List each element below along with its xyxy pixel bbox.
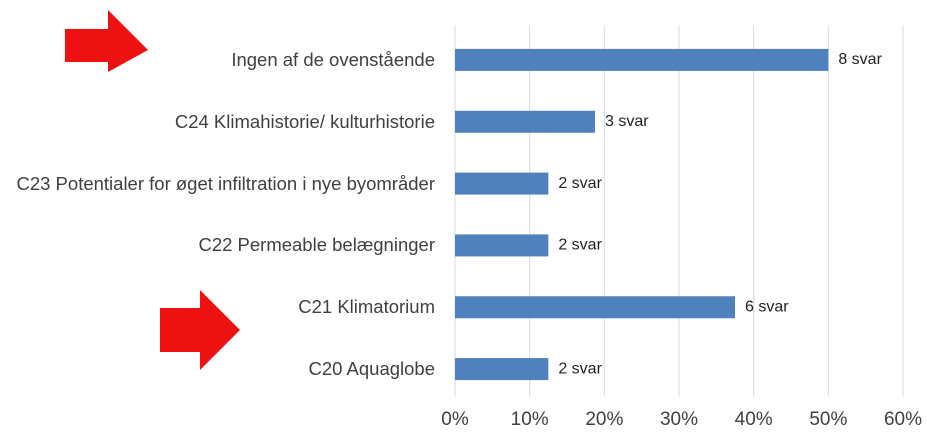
bar [455, 358, 549, 381]
x-tick-label: 10% [511, 409, 549, 430]
x-tick-label: 30% [660, 409, 698, 430]
bar [455, 296, 735, 319]
x-tick-label: 40% [735, 409, 773, 430]
category-label: C20 Aquaglobe [308, 358, 435, 380]
value-label: 8 svar [838, 51, 882, 68]
category-label: C22 Permeable belægninger [198, 234, 435, 256]
category-label-box: C24 Klimahistorie/ kulturhistorie [175, 110, 435, 134]
x-tick-label: 60% [884, 409, 922, 430]
category-label: C24 Klimahistorie/ kulturhistorie [174, 110, 435, 132]
value-label: 2 svar [558, 175, 602, 192]
red-arrow [65, 10, 148, 72]
bar [455, 234, 549, 257]
category-label: C21 Klimatorium [298, 296, 435, 318]
category-label: C23 Potentialer for øget infiltration i … [16, 172, 435, 194]
category-label-box: C20 Aquaglobe [308, 357, 435, 381]
value-label: 2 svar [558, 360, 602, 377]
category-label-box: Ingen af de ovenstående [231, 48, 435, 72]
value-label: 6 svar [745, 298, 789, 315]
x-tick-label: 20% [585, 409, 623, 430]
x-tick-label: 50% [809, 409, 847, 430]
value-label: 2 svar [558, 237, 602, 254]
value-label: 3 svar [605, 113, 649, 130]
x-tick-label: 0% [441, 409, 469, 430]
category-label: Ingen af de ovenstående [231, 48, 435, 70]
bar [455, 110, 595, 133]
bar [455, 172, 549, 195]
category-label-box: C21 Klimatorium [298, 295, 435, 319]
category-label-box: C23 Potentialer for øget infiltration i … [16, 172, 435, 196]
red-arrow [160, 290, 240, 370]
bar [455, 48, 829, 71]
category-label-box: C22 Permeable belægninger [198, 233, 435, 257]
